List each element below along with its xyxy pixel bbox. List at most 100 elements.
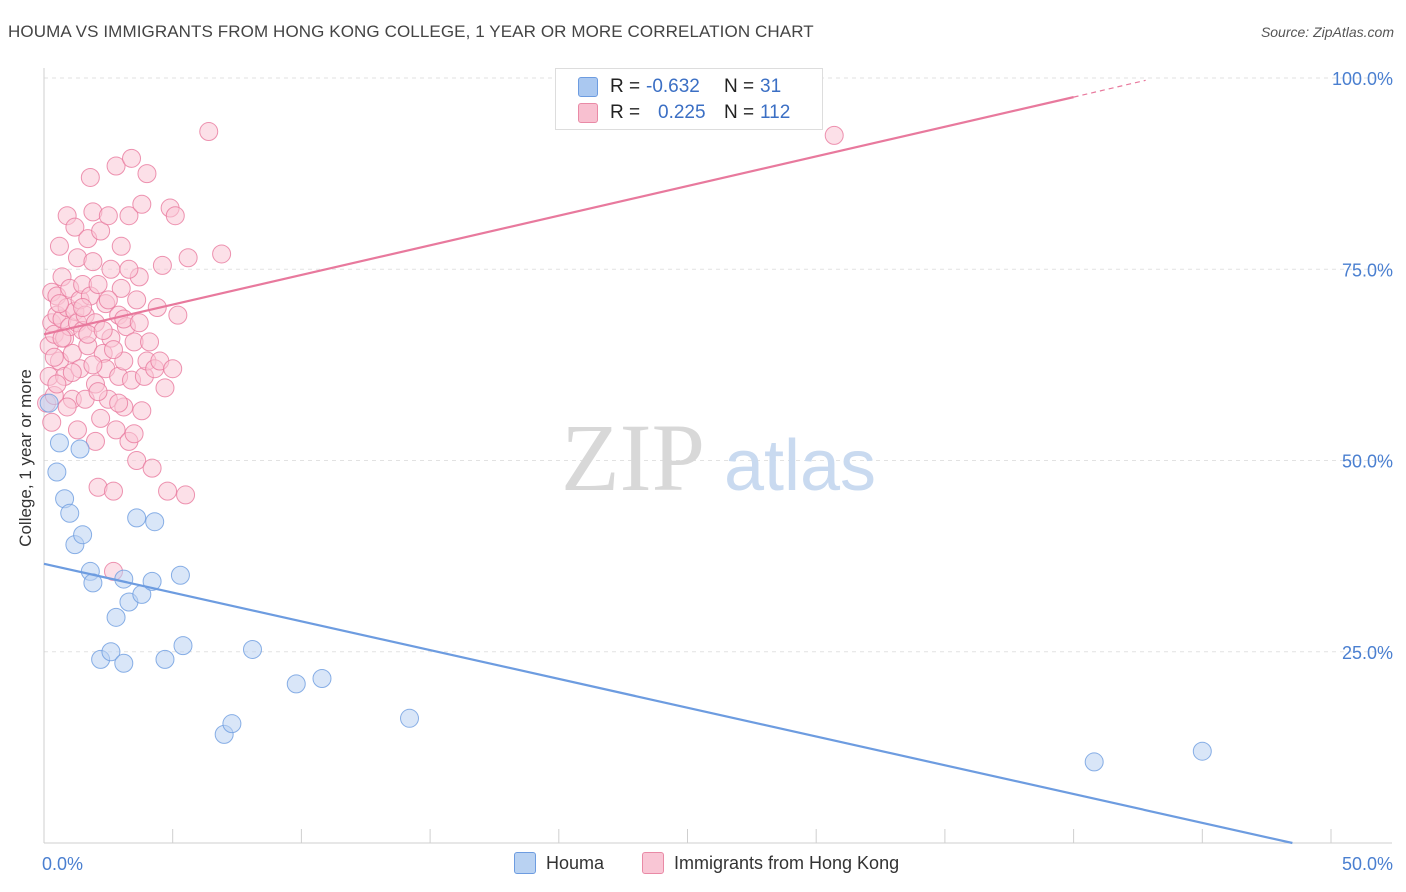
data-point <box>114 569 134 589</box>
data-point <box>62 363 82 383</box>
series-hong-kong-points <box>37 122 844 581</box>
trend-line <box>43 96 1074 336</box>
data-point <box>73 298 93 317</box>
data-point <box>824 125 844 145</box>
data-point <box>111 278 131 298</box>
data-point <box>165 206 185 226</box>
data-point <box>47 374 67 394</box>
data-point <box>122 148 142 168</box>
data-point <box>158 481 178 501</box>
trend-lines <box>43 79 1293 845</box>
x-tick-label: 0.0% <box>42 854 83 874</box>
legend-n-label: N = <box>724 76 755 97</box>
data-point <box>44 347 64 367</box>
data-point <box>60 503 80 523</box>
data-point <box>199 122 219 142</box>
data-point <box>93 320 113 340</box>
data-point <box>286 674 306 694</box>
legend-n-value: 31 <box>760 76 782 97</box>
data-point <box>103 340 123 360</box>
data-point <box>57 397 77 417</box>
data-point <box>127 290 147 310</box>
legend-swatch-hong-kong <box>578 103 598 123</box>
watermark-zip: ZIP <box>561 404 705 511</box>
legend-swatch-hong-kong <box>642 852 664 874</box>
data-point <box>42 412 62 432</box>
data-point <box>103 481 123 501</box>
data-point <box>132 401 152 421</box>
data-point <box>222 714 242 734</box>
data-point <box>70 439 90 459</box>
data-point <box>83 355 103 375</box>
y-tick-label: 50.0% <box>1342 452 1393 472</box>
legend-item-hong-kong[interactable]: Immigrants from Hong Kong <box>642 852 899 874</box>
data-point <box>88 275 108 295</box>
data-point <box>91 221 111 241</box>
data-point <box>137 164 157 184</box>
legend-r-label: R = <box>610 102 641 123</box>
data-point <box>111 236 131 256</box>
data-point <box>127 451 147 470</box>
legend-r-value: -0.632 <box>646 76 700 97</box>
y-tick-label: 75.0% <box>1342 260 1393 280</box>
legend-label-houma: Houma <box>546 852 605 873</box>
correlation-legend: R = -0.632 N = 31 R = 0.225 N = 112 <box>555 68 823 130</box>
data-point <box>170 565 190 585</box>
data-point <box>140 332 160 352</box>
y-axis-label: College, 1 year or more <box>16 369 35 547</box>
data-point <box>109 393 129 413</box>
data-point <box>47 462 67 482</box>
series-houma-points <box>39 393 1212 772</box>
data-point <box>106 156 126 176</box>
data-point <box>178 248 198 268</box>
trend-line <box>43 562 1293 845</box>
data-point <box>124 424 144 444</box>
data-point <box>106 420 126 440</box>
source-credit: Source: ZipAtlas.com <box>1260 24 1394 40</box>
data-point <box>65 217 85 237</box>
data-point <box>85 431 105 451</box>
legend-item-houma[interactable]: Houma <box>514 852 604 874</box>
data-point <box>173 636 193 656</box>
data-point <box>101 259 121 279</box>
data-point <box>242 639 262 659</box>
data-point <box>62 343 82 363</box>
data-point <box>312 669 332 689</box>
legend-swatch-houma <box>514 852 536 874</box>
data-point <box>49 433 69 453</box>
data-point <box>49 294 69 314</box>
data-point <box>132 194 152 214</box>
legend-label-hong-kong: Immigrants from Hong Kong <box>674 852 900 873</box>
data-point <box>152 255 172 275</box>
data-point <box>98 290 118 310</box>
grid-lines <box>44 77 1391 653</box>
legend-n-value: 112 <box>760 102 791 123</box>
y-tick-label: 100.0% <box>1332 69 1393 89</box>
data-point <box>142 458 162 478</box>
data-point <box>119 206 139 226</box>
data-point <box>101 642 121 662</box>
data-point <box>168 305 188 325</box>
chart-title: HOUMA VS IMMIGRANTS FROM HONG KONG COLLE… <box>8 22 814 41</box>
data-point <box>88 382 108 402</box>
data-point <box>163 359 183 379</box>
data-point <box>1084 752 1104 772</box>
x-tick-label: 50.0% <box>1342 854 1393 874</box>
data-point <box>39 393 59 413</box>
data-point <box>106 607 126 627</box>
trend-line-extension <box>1073 79 1146 98</box>
legend-r-value: 0.225 <box>658 102 706 123</box>
y-tick-label: 25.0% <box>1342 643 1393 663</box>
data-point <box>212 244 232 264</box>
data-point <box>145 512 165 532</box>
series-legend: Houma Immigrants from Hong Kong <box>0 852 1406 878</box>
data-point <box>73 525 93 545</box>
data-point <box>129 313 149 333</box>
data-point <box>400 708 420 728</box>
data-point <box>83 252 103 272</box>
data-point <box>98 206 118 226</box>
data-point <box>80 167 100 187</box>
legend-swatch-houma <box>578 77 598 97</box>
data-point <box>176 485 196 505</box>
legend-row-hong-kong: R = 0.225 N = 112 <box>578 101 790 125</box>
